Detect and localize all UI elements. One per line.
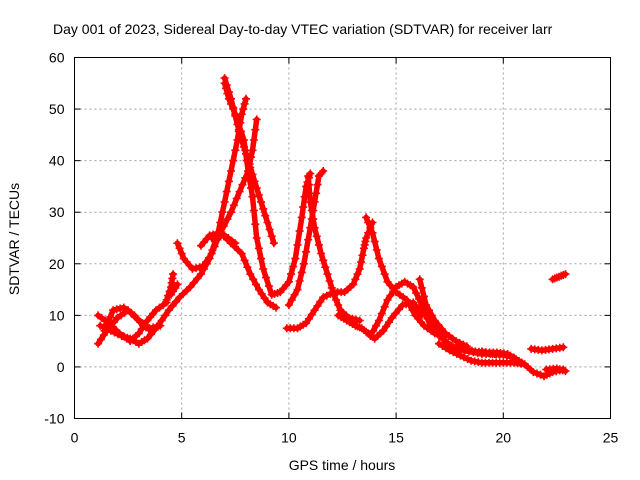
series-arc-10: [197, 228, 280, 312]
data-series-layer: [94, 74, 570, 381]
series-arc-21: [477, 347, 518, 362]
y-tick-label: 10: [49, 307, 65, 323]
series-arc-13: [304, 172, 364, 325]
x-axis-label: GPS time / hours: [289, 457, 396, 473]
x-tick-label: 0: [71, 430, 79, 446]
x-tick-label: 25: [603, 430, 619, 446]
y-tick-label: 40: [49, 153, 65, 169]
series-track: [416, 276, 470, 350]
plus-markers: [542, 364, 570, 376]
plus-markers: [304, 172, 364, 325]
x-tick-label: 5: [178, 430, 186, 446]
series-arc-12: [284, 167, 328, 309]
series-arc-09: [220, 79, 315, 299]
series-track: [168, 281, 181, 298]
plus-markers: [207, 231, 240, 248]
y-axis-label: SDTVAR / TECUs: [6, 183, 22, 295]
series-arc-20: [435, 339, 529, 369]
plus-markers: [282, 218, 377, 333]
y-tick-label: -10: [44, 411, 64, 427]
plus-markers: [477, 347, 518, 362]
y-tick-label: 0: [57, 359, 65, 375]
y-tick-label: 30: [49, 204, 65, 220]
series-arc-03: [100, 303, 156, 335]
series-arc-11: [207, 231, 240, 248]
series-arc-07: [173, 115, 261, 273]
y-tick-label: 50: [49, 101, 65, 117]
series-arc-22: [527, 343, 568, 355]
plus-markers: [548, 270, 570, 284]
x-tick-label: 20: [496, 430, 512, 446]
plus-markers: [435, 339, 529, 369]
series-arc-23: [542, 364, 570, 376]
x-tick-label: 15: [388, 430, 404, 446]
plus-markers: [162, 270, 178, 304]
y-tick-label: 20: [49, 256, 65, 272]
axes: 0 5 10 15 20 25 -10 0 10 20 30 40 50 60: [44, 50, 618, 446]
plus-markers: [220, 79, 315, 299]
series-track: [221, 80, 314, 298]
series-arc-24: [548, 270, 570, 284]
plus-markers: [527, 343, 568, 355]
plus-markers: [197, 228, 280, 312]
y-tick-label: 60: [49, 50, 65, 66]
plus-markers: [173, 115, 261, 273]
plot-frame: [74, 57, 611, 419]
chart-title: Day 001 of 2023, Sidereal Day-to-day VTE…: [53, 21, 553, 37]
series-track: [101, 304, 155, 334]
series-arc-06: [162, 270, 178, 304]
grid: [74, 57, 611, 419]
series-arc-14: [282, 218, 377, 333]
x-tick-label: 10: [281, 430, 297, 446]
